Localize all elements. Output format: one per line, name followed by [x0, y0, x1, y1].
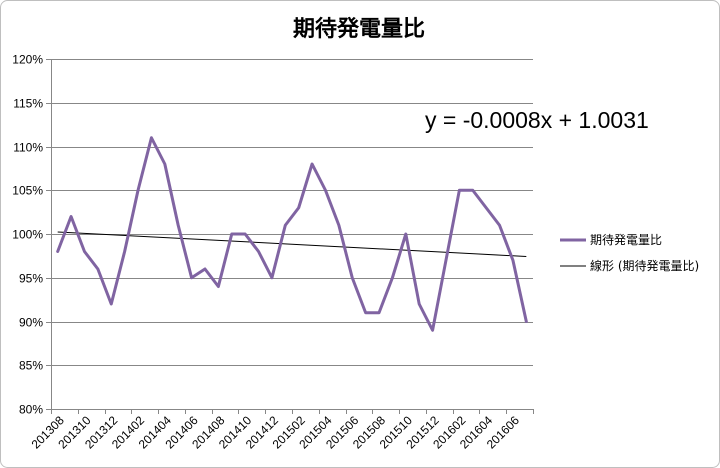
y-tick-label: 80%	[19, 403, 43, 417]
y-axis-tick-labels: 120% 115% 110% 105% 100% 95% 90% 85% 80%	[12, 53, 43, 417]
legend-label-trendline: 線形 (期待発電量比)	[590, 258, 699, 273]
legend-entry-series: 期待発電量比	[560, 233, 662, 247]
trendline-equation: y = -0.0008x + 1.0031	[425, 107, 649, 133]
y-tick-label: 110%	[13, 141, 43, 155]
y-tick-label: 115%	[13, 97, 43, 111]
y-tick-label: 85%	[19, 359, 43, 373]
y-tick-label: 120%	[12, 53, 43, 67]
y-tick-label: 90%	[19, 316, 43, 330]
series-line	[56, 136, 528, 332]
series-layer	[56, 136, 528, 332]
y-tick-label: 95%	[19, 272, 43, 286]
axes	[46, 59, 534, 414]
chart-title: 期待発電量比	[293, 16, 425, 42]
legend-entry-trendline: 線形 (期待発電量比)	[560, 258, 699, 273]
legend: 期待発電量比 線形 (期待発電量比)	[560, 233, 699, 273]
y-tick-label: 100%	[12, 228, 43, 242]
y-tick-label: 105%	[12, 184, 43, 198]
legend-label-series: 期待発電量比	[590, 233, 662, 247]
